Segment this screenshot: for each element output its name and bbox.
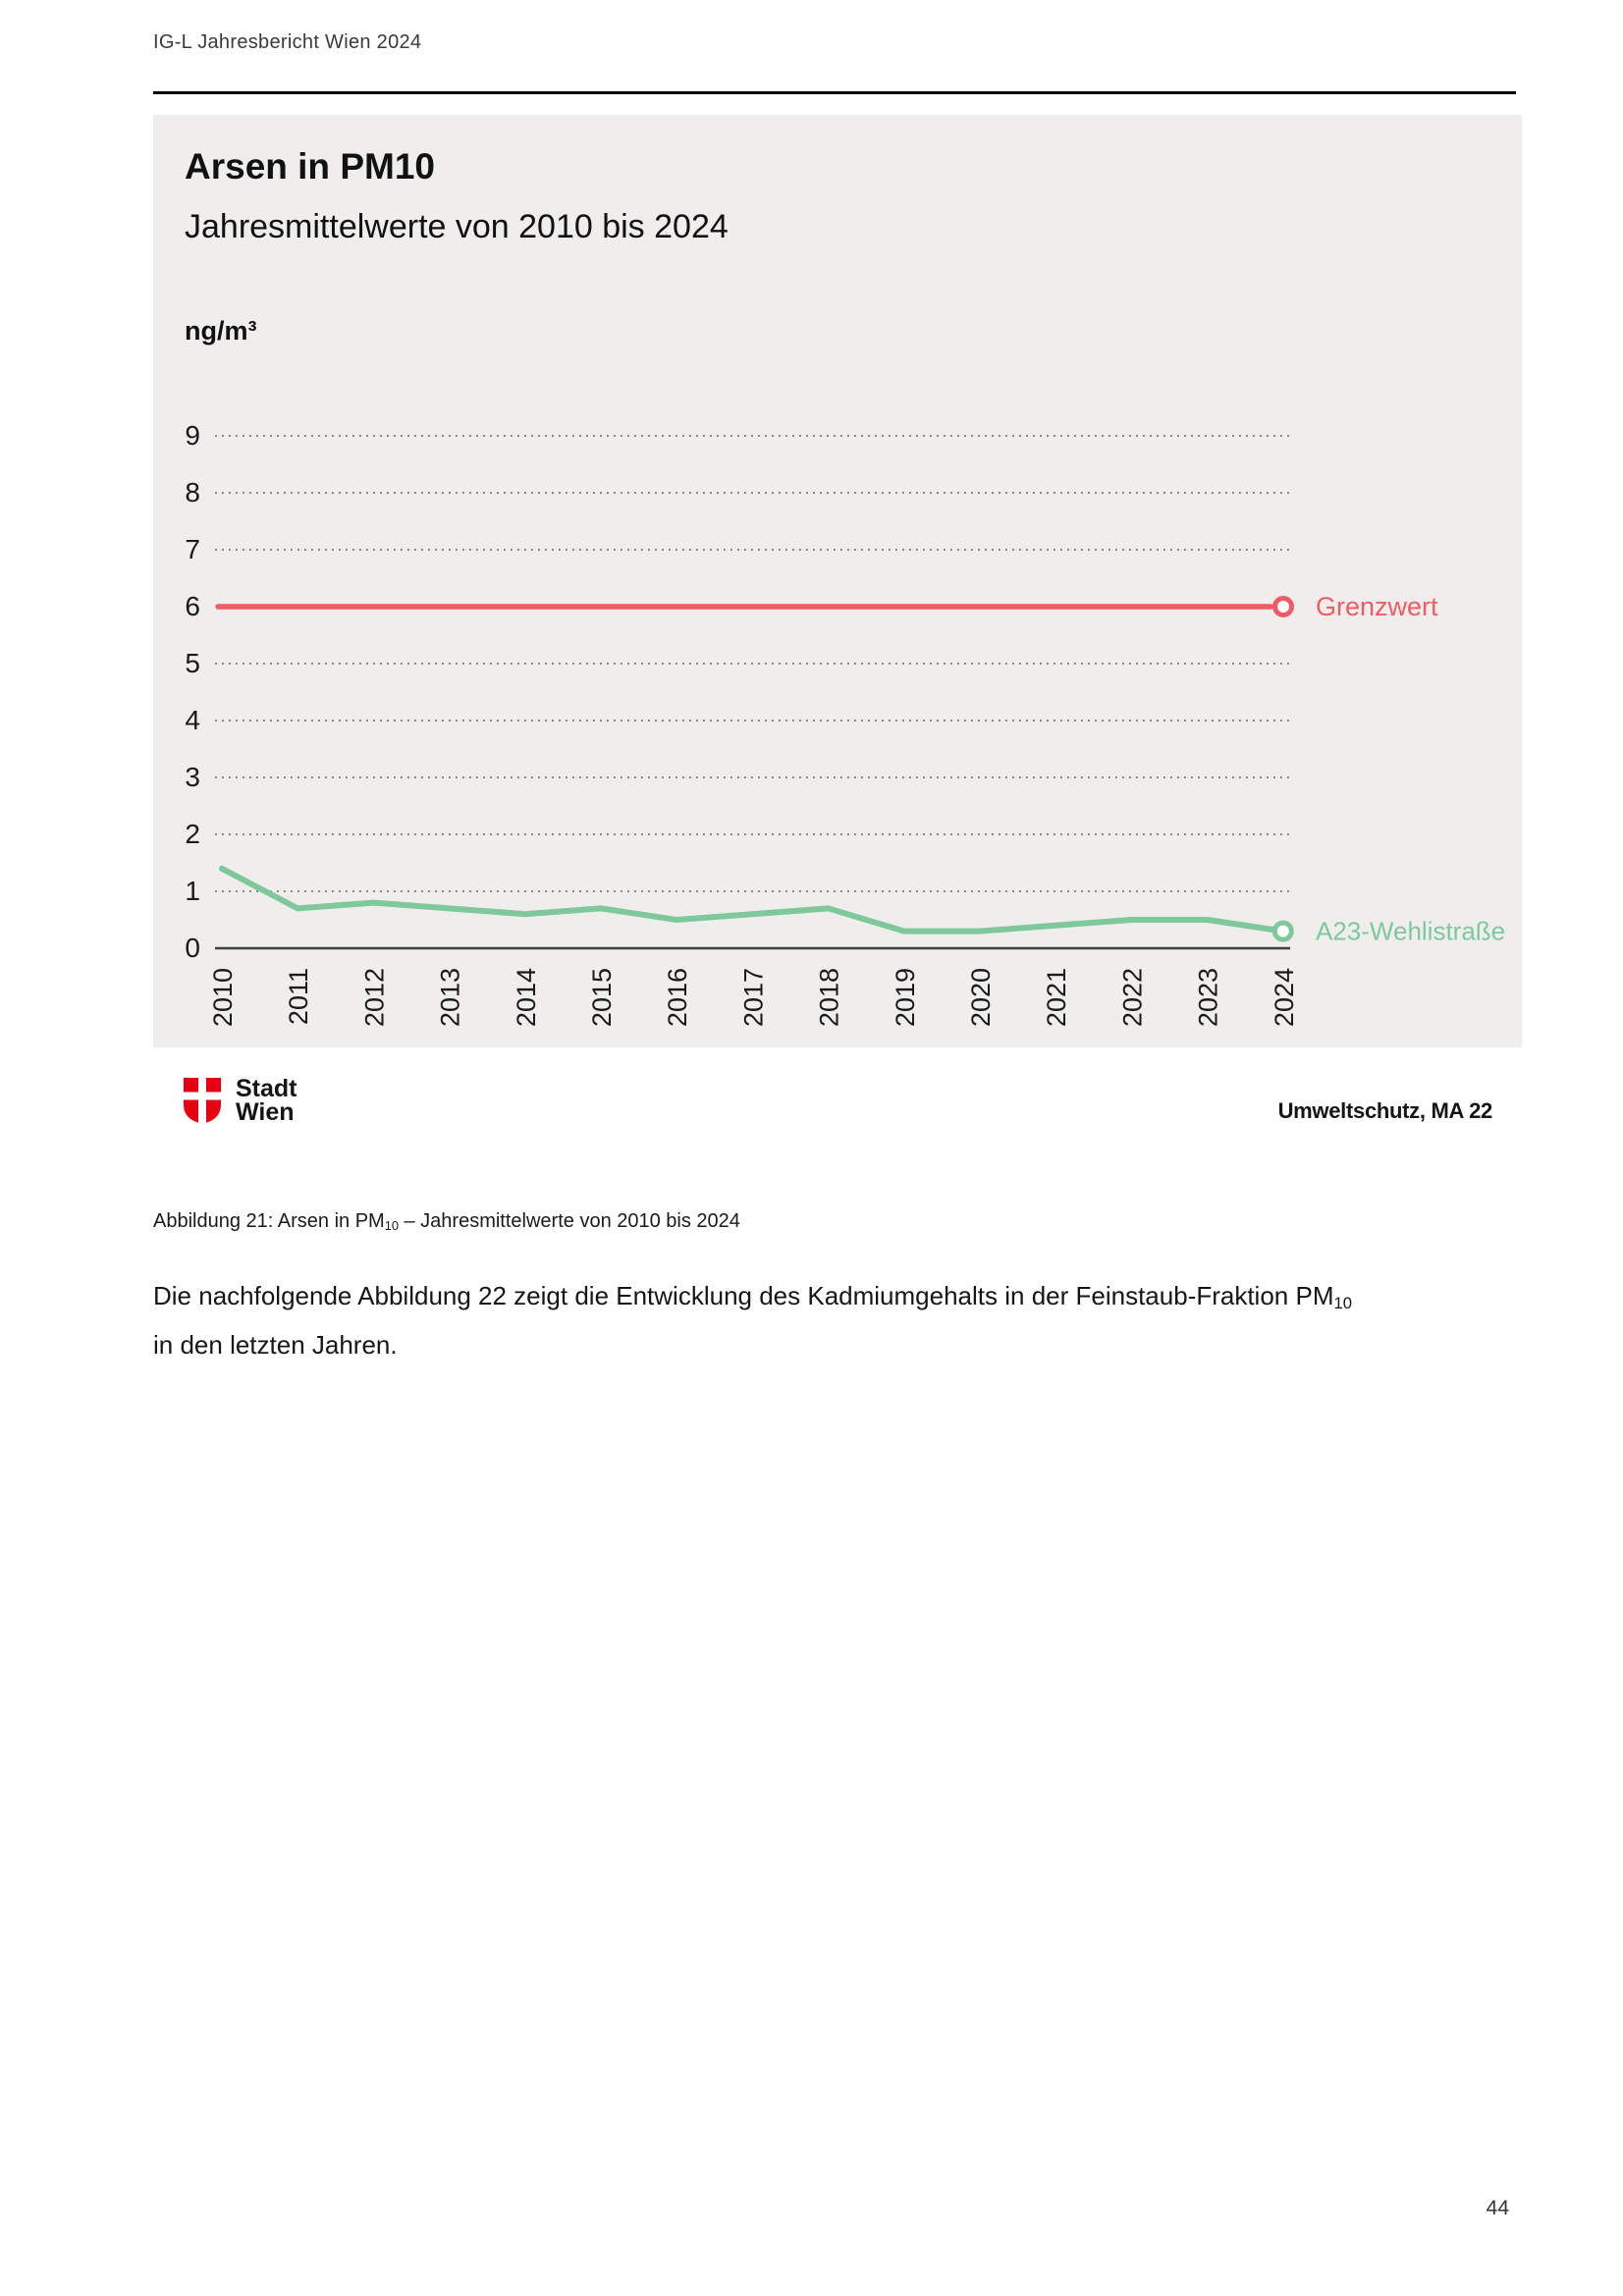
svg-text:2: 2 xyxy=(185,819,200,849)
svg-text:2017: 2017 xyxy=(738,968,768,1027)
svg-text:A23-Wehlistraße: A23-Wehlistraße xyxy=(1316,917,1505,946)
svg-text:2012: 2012 xyxy=(359,968,389,1027)
figure-panel-arsen-chart: 0 1 2 3 4 5 6 7 8 9 2010 2011 2012 2013 2014 2015 2016 20… xyxy=(153,115,1522,1047)
stadt-wien-shield-icon xyxy=(184,1078,221,1124)
body-paragraph: Die nachfolgende Abbildung 22 zeigt die … xyxy=(153,1273,1520,1368)
logo-line-2: Wien xyxy=(236,1098,295,1126)
caption-text-after: – Jahresmittelwerte von 2010 bis 2024 xyxy=(398,1210,740,1232)
svg-text:1: 1 xyxy=(185,876,200,906)
svg-text:2015: 2015 xyxy=(587,968,617,1027)
chart-subtitle: Jahresmittelwerte von 2010 bis 2024 xyxy=(185,208,729,245)
body-text-before: Die nachfolgende Abbildung 22 zeigt die … xyxy=(153,1281,1334,1310)
report-header-title: IG-L Jahresbericht Wien 2024 xyxy=(153,31,422,53)
svg-text:2019: 2019 xyxy=(891,968,920,1027)
svg-text:9: 9 xyxy=(185,420,200,451)
chart-unit-label: ng/m³ xyxy=(185,316,257,346)
svg-text:0: 0 xyxy=(185,933,200,963)
caption-text-before: Abbildung 21: Arsen in PM xyxy=(153,1210,385,1232)
svg-text:8: 8 xyxy=(185,477,200,507)
header-divider xyxy=(153,91,1516,94)
svg-text:3: 3 xyxy=(185,762,200,792)
svg-text:2010: 2010 xyxy=(208,968,238,1027)
svg-text:2023: 2023 xyxy=(1194,968,1223,1027)
chart-title: Arsen in PM10 xyxy=(185,146,435,187)
svg-text:4: 4 xyxy=(185,705,200,735)
svg-text:2024: 2024 xyxy=(1270,968,1299,1027)
svg-text:2018: 2018 xyxy=(815,968,844,1027)
svg-text:2016: 2016 xyxy=(663,968,692,1027)
svg-text:2011: 2011 xyxy=(284,968,313,1025)
body-subscript: 10 xyxy=(1333,1294,1352,1313)
svg-text:2021: 2021 xyxy=(1042,968,1071,1027)
figure-footer-row: Stadt Wien Umweltschutz, MA 22 xyxy=(153,1075,1522,1153)
line-chart: 0 1 2 3 4 5 6 7 8 9 2010 2011 2012 2013 2014 2015 2016 20… xyxy=(185,420,1505,1027)
svg-text:Grenzwert: Grenzwert xyxy=(1316,592,1438,621)
svg-text:2013: 2013 xyxy=(436,968,465,1027)
svg-text:2014: 2014 xyxy=(512,968,541,1027)
figure-caption: Abbildung 21: Arsen in PM10 – Jahresmitt… xyxy=(153,1210,740,1233)
caption-subscript: 10 xyxy=(384,1218,399,1234)
body-text-after: in den letzten Jahren. xyxy=(153,1330,398,1360)
svg-text:5: 5 xyxy=(185,648,200,678)
page-number: 44 xyxy=(1486,2197,1509,2219)
svg-text:2022: 2022 xyxy=(1117,968,1147,1027)
svg-text:6: 6 xyxy=(185,591,200,621)
svg-text:7: 7 xyxy=(185,534,200,564)
stadt-wien-logo-text: Stadt Wien xyxy=(236,1075,298,1126)
svg-text:2020: 2020 xyxy=(966,968,996,1027)
attribution-text: Umweltschutz, MA 22 xyxy=(1277,1098,1493,1123)
logo-line-1: Stadt xyxy=(236,1075,298,1102)
